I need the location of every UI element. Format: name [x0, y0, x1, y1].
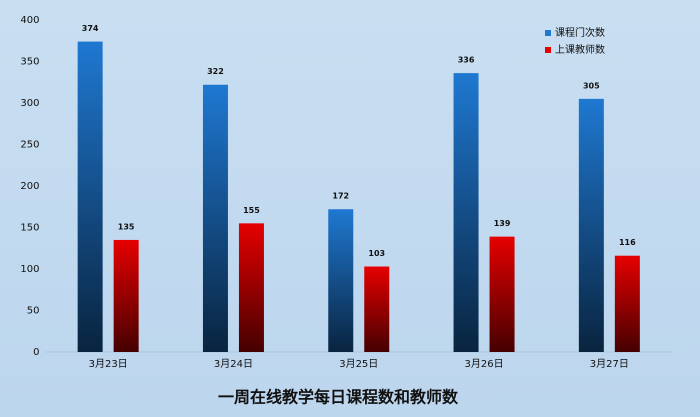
data-label: 135 [118, 222, 135, 231]
x-tick-label: 3月24日 [214, 358, 253, 370]
bar [453, 73, 479, 353]
legend-label: 上课教师数 [555, 43, 605, 56]
data-label: 374 [82, 24, 99, 33]
data-label: 336 [458, 56, 475, 65]
bar [202, 84, 228, 353]
bar [364, 266, 390, 352]
y-tick-label: 350 [20, 57, 39, 68]
data-label: 305 [583, 81, 600, 90]
bar [328, 209, 354, 352]
bar [77, 41, 103, 353]
data-label: 103 [368, 249, 385, 258]
data-label: 155 [243, 206, 260, 215]
y-tick-label: 0 [33, 347, 39, 358]
bar [614, 255, 640, 352]
y-tick-label: 250 [20, 140, 39, 151]
bar [489, 236, 515, 352]
data-label: 116 [619, 238, 636, 247]
x-tick-label: 3月25日 [339, 358, 378, 370]
y-tick-label: 300 [20, 98, 39, 109]
y-tick-label: 50 [27, 306, 40, 317]
y-tick-label: 100 [20, 264, 39, 275]
chart-title: 一周在线教学每日课程数和教师数 [218, 388, 459, 407]
data-label: 172 [332, 192, 349, 201]
data-label: 322 [207, 67, 224, 76]
bar [113, 239, 139, 352]
legend-marker [545, 30, 551, 36]
x-tick-label: 3月23日 [89, 358, 128, 370]
legend-label: 课程门次数 [555, 26, 605, 39]
y-tick-label: 150 [20, 223, 39, 234]
bar [578, 98, 604, 352]
bar [238, 223, 264, 352]
x-tick-label: 3月26日 [465, 358, 504, 370]
legend-marker [545, 47, 551, 53]
data-label: 139 [494, 219, 511, 228]
y-tick-label: 200 [20, 181, 39, 192]
y-tick-label: 400 [20, 15, 39, 26]
x-tick-label: 3月27日 [590, 358, 629, 370]
